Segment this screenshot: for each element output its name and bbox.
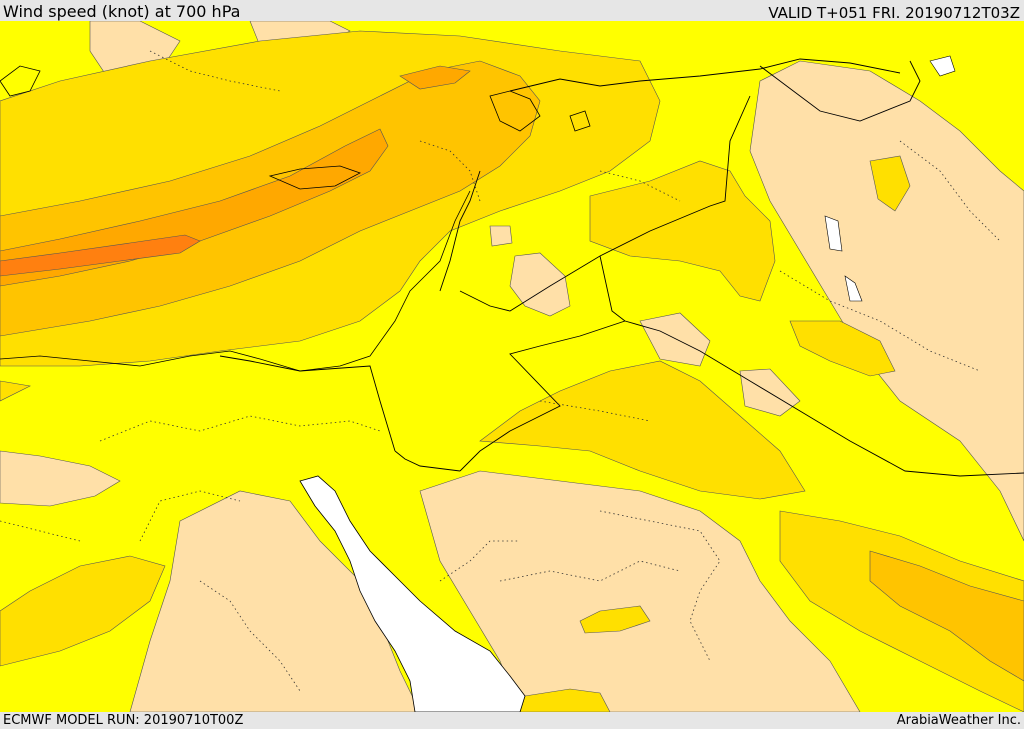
admin-boundaries bbox=[0, 50, 1001, 692]
wind-band-strong bbox=[0, 65, 471, 287]
wind-band-very-strong bbox=[0, 234, 201, 277]
country-borders bbox=[219, 58, 1024, 477]
header-bar: Wind speed (knot) at 700 hPa VALID T+051… bbox=[0, 0, 1024, 22]
valid-time: VALID T+051 FRI. 20190712T03Z bbox=[768, 4, 1020, 22]
coastlines bbox=[0, 65, 591, 372]
map-title: Wind speed (knot) at 700 hPa bbox=[3, 2, 241, 21]
red-sea-water bbox=[299, 475, 526, 712]
model-run-label: ECMWF MODEL RUN: 20190710T00Z bbox=[3, 713, 244, 728]
footer-bar: ECMWF MODEL RUN: 20190710T00Z ArabiaWeat… bbox=[0, 712, 1024, 729]
lake-water bbox=[929, 55, 956, 77]
credit-label: ArabiaWeather Inc. bbox=[896, 713, 1021, 728]
lake-water-2 bbox=[844, 275, 863, 302]
map-canvas bbox=[0, 21, 1024, 712]
wind-speed-map bbox=[0, 21, 1024, 712]
gulf-water bbox=[824, 215, 843, 252]
